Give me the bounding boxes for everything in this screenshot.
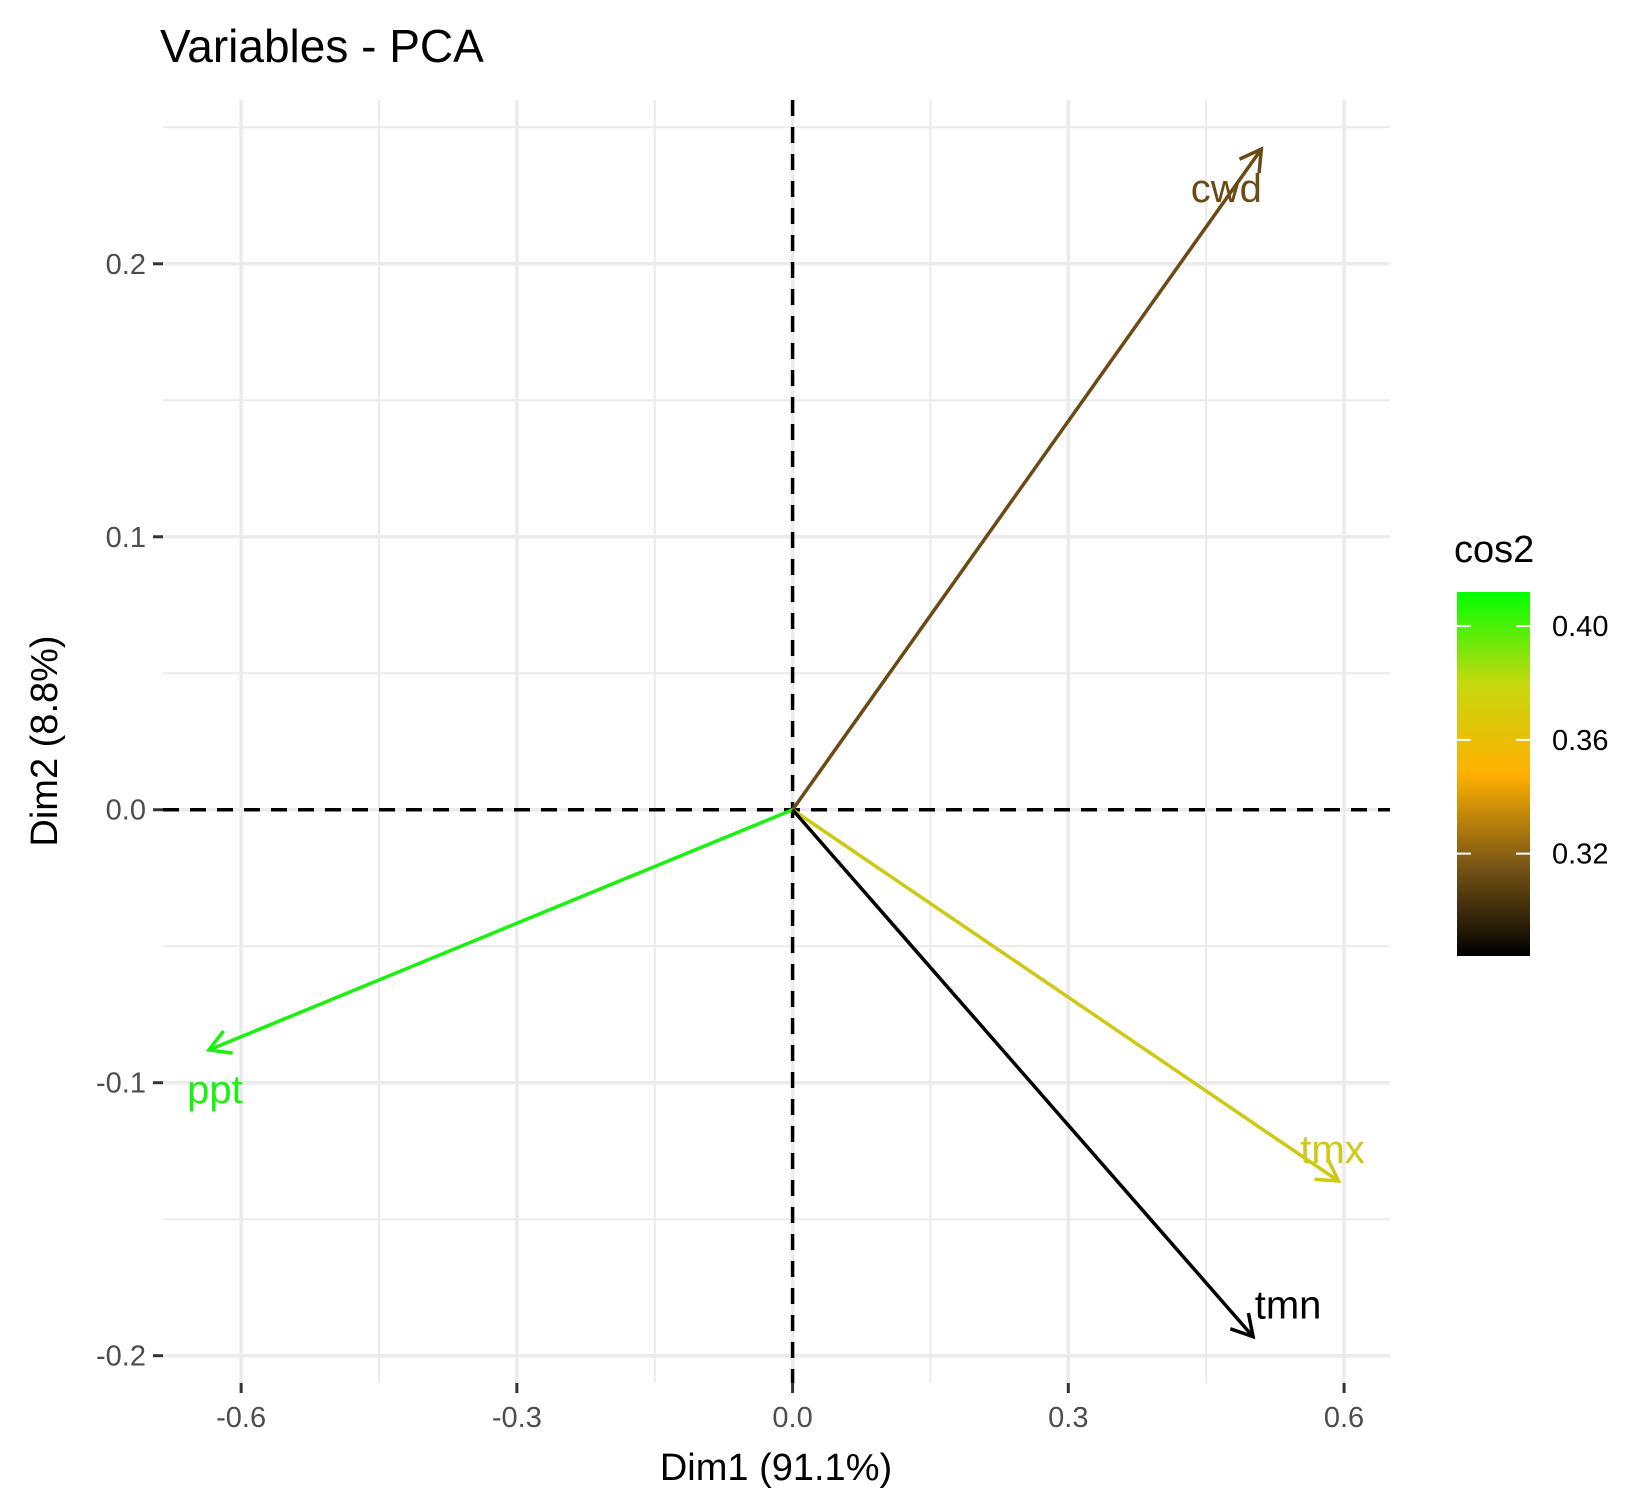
legend-colorbar [1457, 592, 1530, 956]
x-tick-label: 0.0 [772, 1402, 812, 1434]
x-tick-label: 0.3 [1048, 1402, 1088, 1434]
y-tick-label: 0.1 [106, 522, 146, 554]
legend-tick-label: 0.36 [1552, 725, 1608, 757]
y-tick-label: 0.2 [106, 249, 146, 281]
arrow-shaft-tmx [791, 808, 1340, 1183]
cos2-legend: cos2 0.32 0.36 0.40 [1454, 529, 1608, 956]
variable-label-tmn: tmn [1255, 1284, 1322, 1328]
arrow-head-tmx [1314, 1158, 1342, 1183]
variable-label-tmx: tmx [1300, 1128, 1364, 1172]
arrow-shaft-tmn [791, 808, 1255, 1338]
arrow-ppt [205, 808, 794, 1055]
legend-title: cos2 [1454, 529, 1534, 571]
arrow-cwd [791, 146, 1264, 811]
arrow-head-tmn [1229, 1312, 1256, 1340]
arrow-tmn [791, 808, 1256, 1340]
y-tick-label: -0.2 [96, 1341, 146, 1373]
variable-labels: cwd ppt tmx tmn [187, 167, 1365, 1327]
legend-tick-label: 0.32 [1552, 839, 1608, 871]
plot-panel [163, 100, 1390, 1383]
arrow-head-ppt [205, 1029, 233, 1055]
y-tick-label: -0.1 [96, 1068, 146, 1100]
arrow-tmx [791, 808, 1342, 1183]
y-tick-label: 0.0 [106, 795, 146, 827]
arrow-shaft-cwd [791, 148, 1263, 811]
x-axis: -0.6 -0.3 0.0 0.3 0.6 [216, 1383, 1364, 1434]
grid-lines [163, 100, 1390, 1383]
legend-tick-label: 0.40 [1552, 611, 1608, 643]
variable-label-ppt: ppt [187, 1068, 243, 1112]
x-axis-title: Dim1 (91.1%) [660, 1447, 892, 1489]
x-tick-label: -0.3 [492, 1402, 542, 1434]
arrow-head-cwd [1238, 146, 1264, 174]
chart-title: Variables - PCA [160, 20, 484, 72]
x-tick-label: 0.6 [1324, 1402, 1364, 1434]
variable-label-cwd: cwd [1191, 167, 1262, 211]
arrow-shaft-ppt [208, 808, 794, 1052]
legend-ticks: 0.32 0.36 0.40 [1457, 611, 1608, 871]
x-tick-label: -0.6 [216, 1402, 266, 1434]
variable-arrows [205, 146, 1342, 1340]
y-axis: -0.2 -0.1 0.0 0.1 0.2 [96, 249, 163, 1373]
y-axis-title: Dim2 (8.8%) [24, 635, 66, 846]
reference-lines [163, 100, 1390, 1383]
